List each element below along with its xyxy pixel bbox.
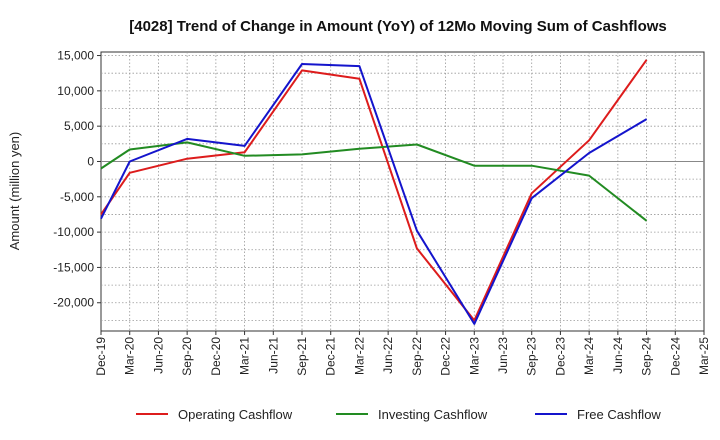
x-tick-label: Mar-24	[582, 337, 596, 375]
x-tick-label: Mar-22	[352, 337, 366, 375]
series-line-free-cashflow	[100, 63, 648, 325]
x-tick-label: Mar-21	[238, 337, 252, 375]
x-tick-label: Dec-23	[553, 337, 567, 376]
x-tick-label: Dec-19	[94, 337, 108, 376]
y-tick-label: -5,000	[60, 190, 94, 204]
x-tick-label: Dec-22	[439, 337, 453, 376]
x-tick-label: Sep-23	[525, 337, 539, 376]
grid-lines	[101, 52, 704, 331]
x-tick-label: Jun-20	[151, 337, 165, 374]
chart-title: [4028] Trend of Change in Amount (YoY) o…	[129, 18, 667, 35]
x-tick-label: Jun-21	[266, 337, 280, 374]
x-tick-label: Sep-24	[640, 337, 654, 376]
x-tick-label: Mar-20	[123, 337, 137, 375]
y-tick-label: 10,000	[57, 84, 94, 98]
series-layer	[100, 59, 648, 325]
y-tick-label: 5,000	[64, 119, 94, 133]
x-tick-label: Mar-25	[697, 337, 711, 375]
x-tick-label: Dec-24	[668, 337, 682, 376]
y-tick-label: -10,000	[53, 225, 94, 239]
x-tick-label: Jun-22	[381, 337, 395, 374]
x-tick-label: Dec-20	[209, 337, 223, 376]
x-tick-label: Mar-23	[467, 337, 481, 375]
y-axis-label: Amount (million yen)	[7, 132, 22, 251]
y-tick-label: -15,000	[53, 260, 94, 274]
y-axis: 15,000 10,000 5,000 0 -5,000 -10,000 -15,000 -2…	[53, 49, 101, 310]
legend-label: Operating Cashflow	[178, 407, 293, 422]
x-tick-label: Jun-23	[496, 337, 510, 374]
x-tick-label: Sep-20	[180, 337, 194, 376]
x-tick-label: Jun-24	[611, 337, 625, 374]
x-tick-label: Sep-21	[295, 337, 309, 376]
legend-label: Investing Cashflow	[378, 407, 488, 422]
series-line-investing-cashflow	[100, 141, 648, 222]
y-tick-label: 15,000	[57, 49, 94, 63]
y-tick-label: 0	[87, 154, 94, 168]
series-line-operating-cashflow	[100, 59, 648, 322]
x-axis: Dec-19 Mar-20 Jun-20 Sep-20 Dec-20 Mar-21 Jun-…	[94, 331, 711, 376]
legend-label: Free Cashflow	[577, 407, 661, 422]
legend: Operating Cashflow Investing Cashflow Free…	[136, 407, 661, 422]
y-tick-label: -20,000	[53, 296, 94, 310]
x-tick-label: Sep-22	[410, 337, 424, 376]
x-tick-label: Dec-21	[324, 337, 338, 376]
